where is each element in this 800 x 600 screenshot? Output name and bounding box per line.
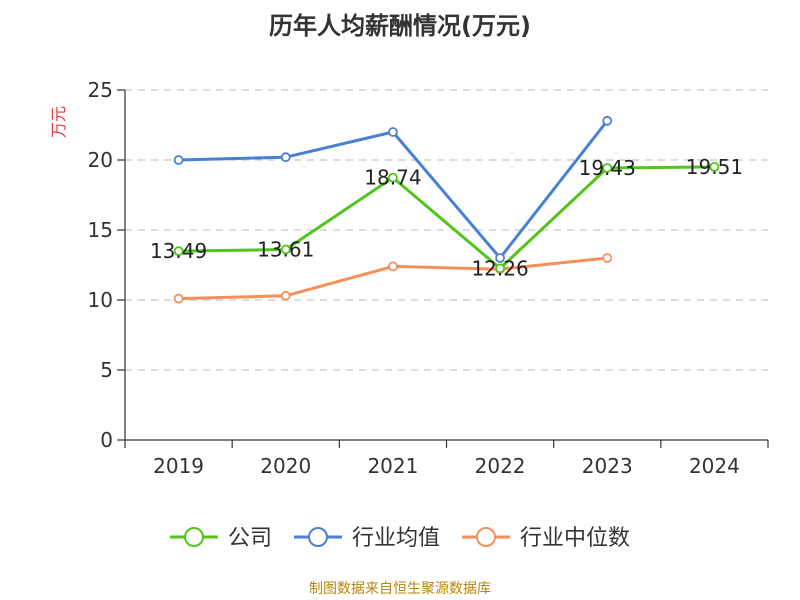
y-tick-label: 5: [100, 358, 113, 382]
legend-marker: [308, 527, 328, 547]
legend-marker: [184, 527, 204, 547]
legend-item: 行业中位数: [462, 526, 630, 551]
x-tick-label: 2022: [475, 454, 526, 478]
data-label: 19.43: [579, 156, 636, 180]
series-line-0: [178, 165, 715, 270]
legend-item: 行业均值: [294, 526, 440, 551]
data-label: 13.61: [257, 237, 314, 261]
y-tick-label: 15: [88, 218, 113, 242]
legend-label: 行业均值: [352, 526, 440, 551]
data-labels: 13.49 13.61 18.74 12.26 19.43 19.51: [150, 155, 743, 280]
data-point: [388, 261, 398, 272]
legend-marker: [476, 527, 496, 547]
data-point: [602, 253, 613, 263]
x-tick-label: 2024: [689, 454, 740, 478]
x-tick-label: 2020: [260, 454, 311, 478]
grid-lines: [125, 89, 768, 371]
x-tick-label: 2019: [153, 454, 204, 478]
data-label: 12.26: [471, 256, 528, 280]
x-tick-label: 2023: [582, 454, 633, 478]
data-point: [709, 161, 720, 172]
series-lines: [173, 115, 720, 304]
y-tick-label: 0: [100, 428, 113, 452]
data-point: [280, 244, 291, 255]
data-point: [280, 290, 291, 301]
data-label: 18.74: [364, 166, 421, 190]
data-point: [280, 152, 291, 163]
y-tick-label: 25: [88, 78, 113, 102]
y-tick-label: 20: [88, 148, 113, 172]
data-point: [388, 127, 398, 137]
legend: 公司 行业均值 行业中位数: [170, 526, 630, 551]
y-tick-label: 10: [88, 288, 113, 312]
data-label: 19.51: [686, 155, 743, 179]
data-point: [388, 172, 398, 183]
legend-item: 公司: [170, 526, 272, 551]
chart-title: 历年人均薪酬情况(万元): [269, 12, 531, 40]
data-point: [495, 263, 505, 274]
y-axis-label: 万元: [49, 106, 68, 138]
data-point: [173, 246, 184, 257]
axes: 0 5 10 15 20 25 2019 2020 2021 2022 2023 2024: [88, 78, 769, 478]
data-point: [602, 115, 613, 126]
data-point: [173, 155, 184, 165]
data-point: [602, 163, 613, 173]
x-tick-label: 2021: [367, 454, 418, 478]
data-label: 13.49: [150, 239, 207, 263]
source-note: 制图数据来自恒生聚源数据库: [309, 581, 491, 597]
data-point: [495, 253, 505, 263]
legend-label: 公司: [228, 526, 272, 551]
data-point: [173, 293, 184, 304]
legend-label: 行业中位数: [520, 526, 630, 551]
